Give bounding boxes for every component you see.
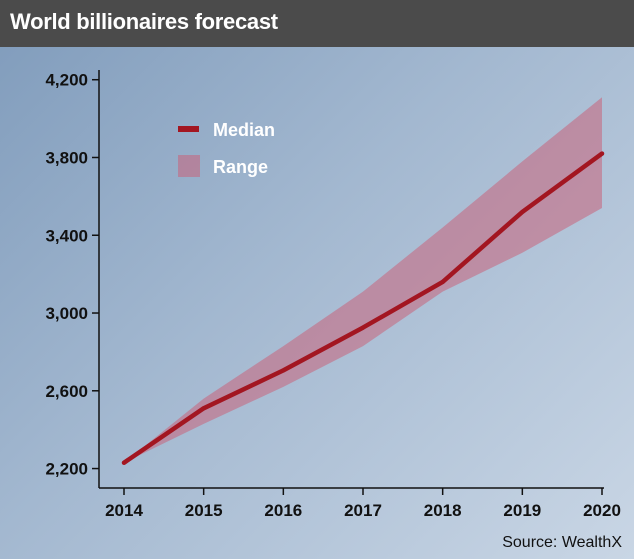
source-note: Source: WealthX	[502, 534, 622, 551]
median-point	[201, 406, 206, 411]
x-tick-label: 2015	[185, 501, 223, 520]
chart-title: World billionaires forecast	[10, 9, 278, 34]
y-tick-label: 4,200	[45, 71, 88, 90]
y-tick-label: 3,000	[45, 304, 88, 323]
median-point	[281, 368, 286, 373]
y-tick-label: 3,400	[45, 226, 88, 245]
x-tick-label: 2020	[583, 501, 621, 520]
legend-median-label: Median	[213, 120, 275, 140]
x-tick-label: 2019	[503, 501, 541, 520]
range-band	[124, 97, 602, 463]
median-point	[361, 325, 365, 330]
legend-range-swatch	[178, 155, 200, 177]
median-point	[440, 279, 445, 284]
y-tick-label: 2,200	[45, 460, 88, 479]
median-point	[122, 460, 126, 465]
x-tick-label: 2014	[105, 501, 143, 520]
median-point	[520, 209, 525, 214]
y-tick-label: 3,800	[45, 148, 88, 167]
y-tick-label: 2,600	[45, 382, 88, 401]
x-tick-label: 2017	[344, 501, 382, 520]
x-tick-label: 2018	[424, 501, 462, 520]
legend-range-label: Range	[213, 157, 268, 177]
x-tick-label: 2016	[264, 501, 302, 520]
title-bar: World billionaires forecast	[0, 0, 634, 47]
median-point	[600, 151, 604, 156]
